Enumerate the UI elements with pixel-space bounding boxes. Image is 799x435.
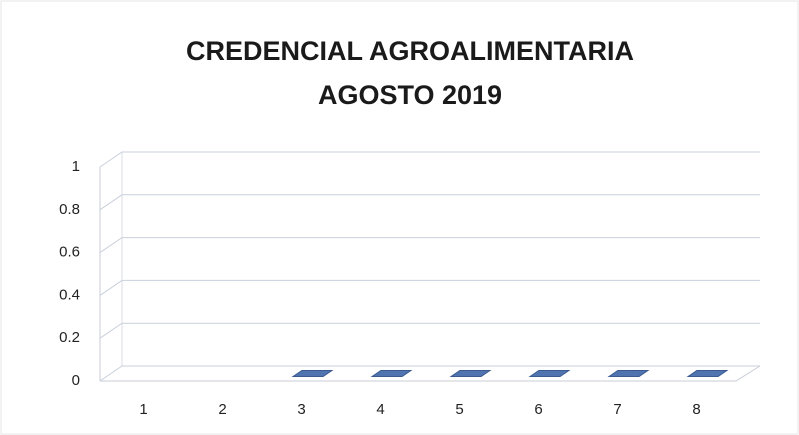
x-tick-label: 3 bbox=[297, 401, 305, 418]
grid-line bbox=[99, 151, 760, 168]
x-tick-label: 6 bbox=[534, 401, 542, 418]
grid-line bbox=[99, 279, 760, 296]
chart-subtitle: AGOSTO 2019 bbox=[318, 80, 502, 110]
bar bbox=[686, 370, 729, 377]
bar bbox=[370, 370, 413, 377]
x-tick-label: 7 bbox=[613, 401, 621, 418]
y-tick-label: 0.4 bbox=[59, 286, 80, 303]
y-tick-label: 0.8 bbox=[59, 201, 80, 218]
x-tick-label: 1 bbox=[139, 401, 147, 418]
floor bbox=[100, 365, 761, 382]
x-tick-label: 5 bbox=[455, 401, 463, 418]
y-tick-label: 0.6 bbox=[59, 244, 80, 261]
chart-title: CREDENCIAL AGROALIMENTARIA bbox=[186, 36, 634, 66]
bar bbox=[449, 370, 492, 377]
grid-line bbox=[99, 365, 760, 382]
bar bbox=[528, 370, 571, 377]
x-tick-label: 8 bbox=[692, 401, 700, 418]
y-tick-label: 0 bbox=[72, 372, 80, 389]
x-tick-label: 2 bbox=[218, 401, 226, 418]
grid-line bbox=[99, 322, 760, 339]
bar bbox=[291, 370, 334, 377]
x-tick-label: 4 bbox=[376, 401, 384, 418]
y-tick-label: 0.2 bbox=[59, 329, 80, 346]
grid-line bbox=[99, 194, 760, 211]
grid-line bbox=[99, 237, 760, 254]
bar bbox=[607, 370, 650, 377]
y-tick-label: 1 bbox=[72, 158, 80, 175]
